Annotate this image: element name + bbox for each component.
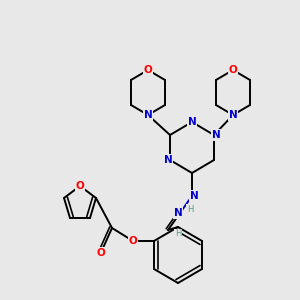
Text: N: N [188, 117, 196, 127]
Text: N: N [229, 110, 237, 120]
Text: O: O [129, 236, 137, 246]
Text: N: N [174, 208, 182, 218]
Text: O: O [97, 248, 105, 258]
Text: N: N [164, 155, 172, 165]
Text: O: O [229, 65, 237, 75]
Text: N: N [212, 130, 220, 140]
Text: H: H [187, 205, 193, 214]
Text: H: H [175, 230, 181, 238]
Text: N: N [144, 110, 152, 120]
Text: O: O [76, 181, 84, 191]
Text: N: N [190, 191, 198, 201]
Text: O: O [144, 65, 152, 75]
